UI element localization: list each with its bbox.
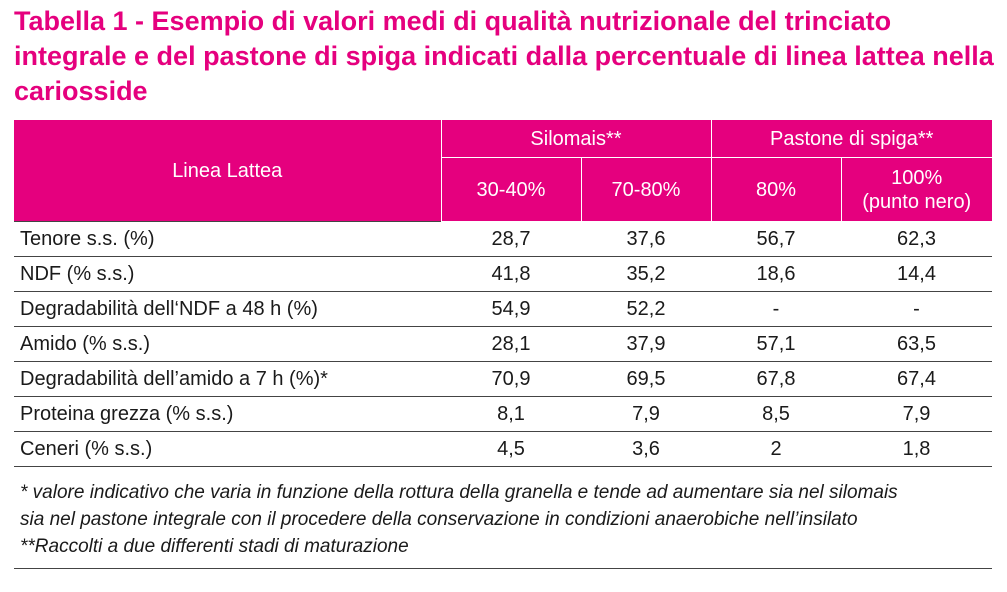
table-row: NDF (% s.s.) 41,8 35,2 18,6 14,4 (14, 256, 992, 292)
bottom-rule (14, 568, 992, 569)
header-row-columns: 30-40% 70-80% 80% 100% (punto nero) (14, 157, 992, 222)
group-header-pastone: Pastone di spiga** (711, 120, 992, 158)
column-header-80: 80% (711, 157, 842, 222)
table-title: Tabella 1 - Esempio di valori medi di qu… (14, 6, 994, 106)
group-header-silomais: Silomais** (441, 120, 712, 158)
footnotes: * valore indicativo che varia in funzion… (14, 479, 994, 560)
table-cell: 28,1 (441, 326, 581, 362)
table-cell: - (841, 291, 992, 327)
table-cell: 7,9 (581, 396, 711, 432)
table-cell: 67,4 (841, 361, 992, 397)
column-header-100-main: 100% (891, 166, 943, 189)
row-label: NDF (% s.s.) (14, 256, 441, 292)
row-label: Proteina grezza (% s.s.) (14, 396, 441, 432)
table-cell: 37,6 (581, 221, 711, 257)
footnote-line: **Raccolti a due differenti stadi di mat… (20, 536, 409, 557)
table-cell: 18,6 (711, 256, 841, 292)
table-cell: 67,8 (711, 361, 841, 397)
table-cell: 8,1 (441, 396, 581, 432)
table-cell: 4,5 (441, 431, 581, 467)
table-cell: 54,9 (441, 291, 581, 327)
table-row: Tenore s.s. (%) 28,7 37,6 56,7 62,3 (14, 221, 992, 257)
column-header-100: 100% (punto nero) (841, 157, 992, 222)
row-label: Tenore s.s. (%) (14, 221, 441, 257)
header-row-groups: Linea Lattea Silomais** Pastone di spiga… (14, 120, 992, 222)
column-header-70-80: 70-80% (581, 157, 712, 222)
row-header-linea-lattea: Linea Lattea (14, 120, 442, 222)
table-row: Degradabilità dell‘NDF a 48 h (%) 54,9 5… (14, 291, 992, 327)
table-cell: 3,6 (581, 431, 711, 467)
table-row: Ceneri (% s.s.) 4,5 3,6 2 1,8 (14, 431, 992, 467)
table-cell: 52,2 (581, 291, 711, 327)
table-row: Amido (% s.s.) 28,1 37,9 57,1 63,5 (14, 326, 992, 362)
table-cell: 70,9 (441, 361, 581, 397)
row-label: Degradabilità dell’amido a 7 h (%)* (14, 361, 441, 397)
column-header-30-40: 30-40% (441, 157, 582, 222)
footnote-line: sia nel pastone integrale con il procede… (20, 509, 858, 530)
row-label: Amido (% s.s.) (14, 326, 441, 362)
table-cell: 69,5 (581, 361, 711, 397)
table-cell: 7,9 (841, 396, 992, 432)
table-cell: 41,8 (441, 256, 581, 292)
column-header-100-sub: (punto nero) (862, 190, 972, 213)
table-row: Degradabilità dell’amido a 7 h (%)* 70,9… (14, 361, 992, 397)
table-cell: - (711, 291, 841, 327)
table-cell: 62,3 (841, 221, 992, 257)
table-cell: 8,5 (711, 396, 841, 432)
row-label: Ceneri (% s.s.) (14, 431, 441, 467)
table-cell: 35,2 (581, 256, 711, 292)
table-cell: 28,7 (441, 221, 581, 257)
nutrition-table: Linea Lattea Silomais** Pastone di spiga… (14, 120, 992, 467)
table-cell: 2 (711, 431, 841, 467)
table-cell: 57,1 (711, 326, 841, 362)
row-label: Degradabilità dell‘NDF a 48 h (%) (14, 291, 441, 327)
footnote-line: * valore indicativo che varia in funzion… (20, 482, 898, 503)
table-cell: 56,7 (711, 221, 841, 257)
table-cell: 37,9 (581, 326, 711, 362)
table-row: Proteina grezza (% s.s.) 8,1 7,9 8,5 7,9 (14, 396, 992, 432)
table-cell: 63,5 (841, 326, 992, 362)
table-cell: 14,4 (841, 256, 992, 292)
table-cell: 1,8 (841, 431, 992, 467)
